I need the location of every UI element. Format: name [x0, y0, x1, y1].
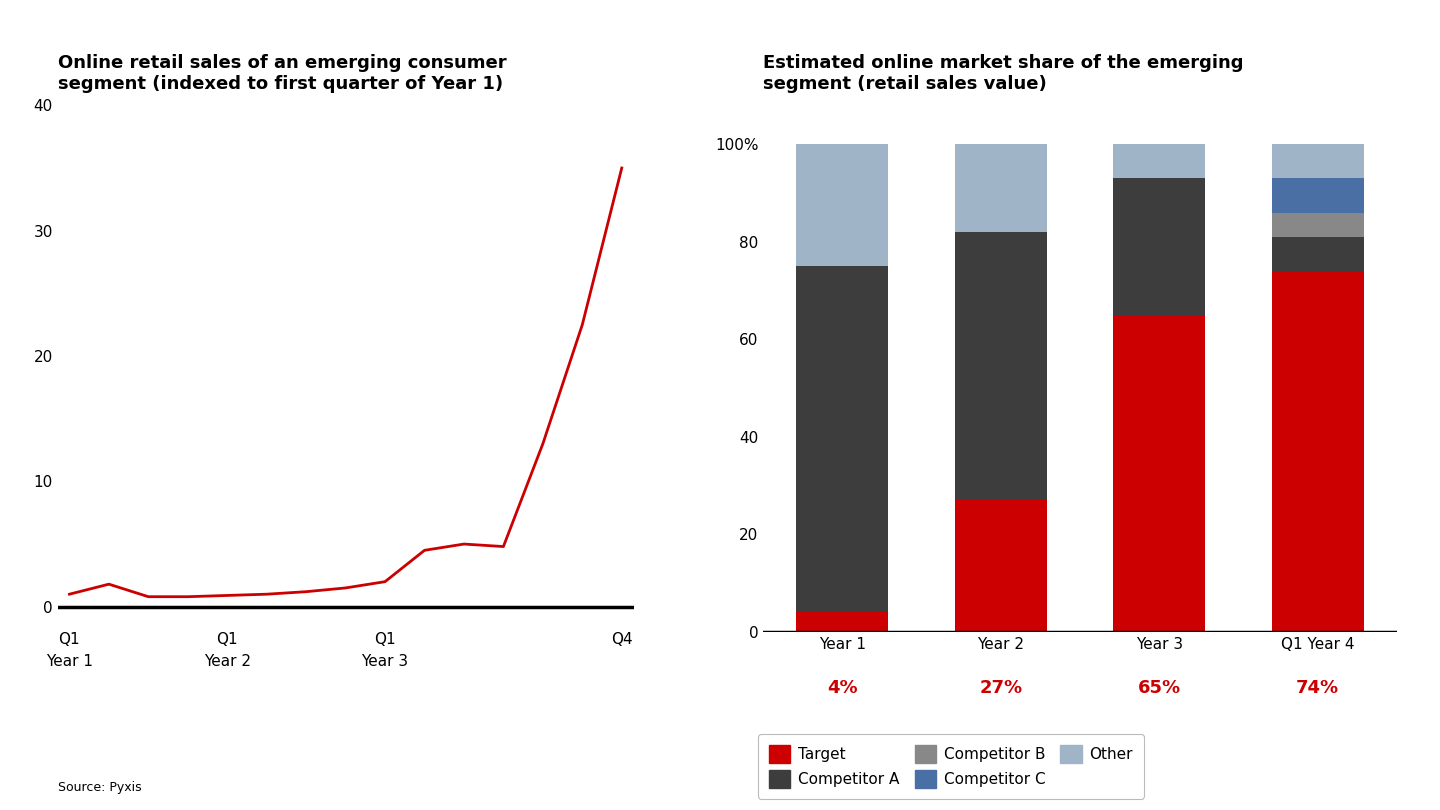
Bar: [1113, 144, 1205, 178]
Text: Year 2: Year 2: [203, 654, 251, 669]
Bar: [796, 266, 888, 612]
Bar: [1272, 144, 1364, 178]
Bar: [1272, 237, 1364, 271]
Bar: [1113, 315, 1205, 632]
Bar: [955, 232, 1047, 501]
Text: Q1: Q1: [216, 632, 238, 646]
Bar: [1272, 271, 1364, 632]
Bar: [1113, 178, 1205, 315]
Text: Year 3: Year 3: [361, 654, 409, 669]
Legend: Target, Competitor A, Competitor B, Competitor C, Other: Target, Competitor A, Competitor B, Comp…: [759, 734, 1143, 799]
Text: 27%: 27%: [979, 679, 1022, 697]
Text: Q1: Q1: [374, 632, 396, 646]
Bar: [1272, 212, 1364, 237]
Text: Q1: Q1: [59, 632, 81, 646]
Text: Q4: Q4: [611, 632, 632, 646]
Text: 74%: 74%: [1296, 679, 1339, 697]
Text: Estimated online market share of the emerging
segment (retail sales value): Estimated online market share of the eme…: [763, 53, 1244, 92]
Text: Year 1: Year 1: [46, 654, 94, 669]
Bar: [955, 501, 1047, 632]
Bar: [1272, 178, 1364, 212]
Text: 65%: 65%: [1138, 679, 1181, 697]
Text: 4%: 4%: [827, 679, 858, 697]
Text: Source: Pyxis: Source: Pyxis: [58, 781, 141, 794]
Bar: [796, 144, 888, 266]
Bar: [955, 144, 1047, 232]
Text: Online retail sales of an emerging consumer
segment (indexed to first quarter of: Online retail sales of an emerging consu…: [58, 53, 507, 92]
Bar: [796, 612, 888, 632]
